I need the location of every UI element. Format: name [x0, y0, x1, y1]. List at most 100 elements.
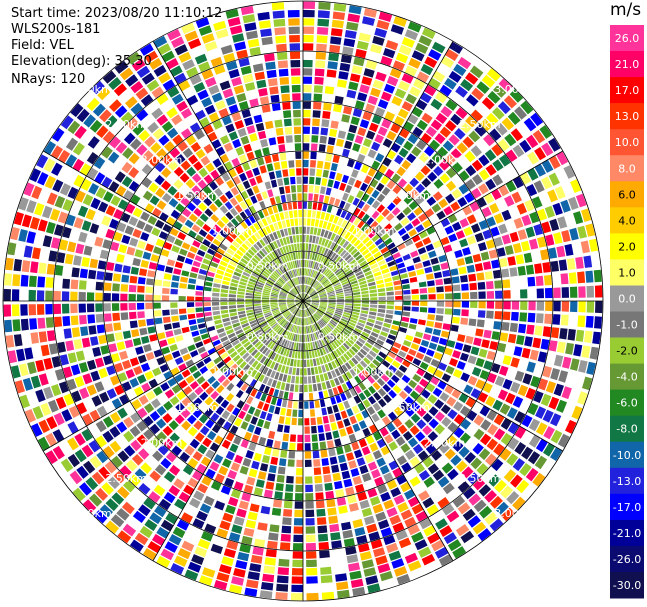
velocity-gate: [117, 450, 130, 463]
velocity-gate: [408, 228, 418, 237]
velocity-gate: [340, 278, 348, 284]
velocity-gate: [373, 392, 382, 401]
velocity-gate: [304, 268, 306, 276]
velocity-gate: [402, 311, 411, 317]
velocity-gate: [485, 239, 495, 249]
velocity-gate: [51, 127, 65, 142]
velocity-gate: [280, 194, 287, 203]
velocity-gate: [133, 365, 143, 376]
velocity-gate: [245, 30, 258, 40]
velocity-gate: [281, 220, 287, 228]
velocity-gate: [375, 255, 384, 262]
velocity-gate: [235, 165, 244, 175]
velocity-gate: [333, 340, 340, 348]
velocity-gate: [321, 458, 329, 466]
velocity-gate: [255, 391, 263, 400]
velocity-gate: [229, 425, 239, 435]
velocity-gate: [174, 414, 185, 425]
velocity-gate: [461, 466, 474, 479]
velocity-gate: [570, 358, 580, 371]
velocity-gate: [380, 175, 390, 185]
velocity-gate: [340, 249, 347, 257]
velocity-gate: [221, 410, 231, 420]
velocity-gate: [348, 245, 355, 253]
velocity-gate: [185, 359, 195, 368]
velocity-gate: [247, 237, 255, 245]
velocity-gate: [521, 347, 531, 359]
velocity-gate: [426, 159, 437, 170]
velocity-gate: [265, 120, 274, 130]
velocity-gate: [262, 366, 269, 375]
velocity-gate: [314, 282, 320, 289]
velocity-gate: [205, 233, 215, 242]
velocity-gate: [189, 324, 198, 331]
velocity-gate: [441, 373, 451, 383]
velocity-gate: [416, 268, 425, 276]
velocity-gate: [362, 203, 371, 213]
velocity-gate: [70, 279, 79, 290]
velocity-gate: [11, 289, 20, 301]
velocity-gate: [275, 35, 287, 44]
velocity-gate: [336, 581, 349, 591]
velocity-gate: [94, 381, 105, 393]
velocity-gate: [231, 524, 243, 534]
velocity-gate: [160, 548, 175, 561]
velocity-gate: [326, 310, 334, 314]
velocity-gate: [174, 373, 184, 383]
velocity-gate: [284, 211, 289, 219]
velocity-gate: [215, 100, 226, 111]
velocity-gate: [398, 350, 407, 358]
velocity-gate: [280, 450, 288, 458]
velocity-gate: [352, 227, 360, 236]
velocity-gate: [305, 526, 316, 534]
velocity-gate: [314, 313, 320, 320]
velocity-gate: [476, 81, 490, 94]
velocity-gate: [338, 260, 346, 267]
velocity-gate: [362, 138, 372, 148]
velocity-gate: [327, 353, 333, 361]
velocity-gate: [330, 120, 339, 129]
velocity-gate: [271, 2, 285, 11]
velocity-gate: [16, 348, 26, 362]
velocity-gate: [435, 112, 448, 124]
velocity-gate: [99, 249, 109, 260]
velocity-gate: [322, 221, 328, 229]
velocity-gate: [422, 237, 432, 246]
velocity-gate: [275, 127, 284, 136]
velocity-gate: [355, 340, 364, 348]
velocity-gate: [332, 387, 339, 396]
velocity-gate: [430, 98, 443, 111]
velocity-gate: [213, 64, 226, 75]
velocity-gate: [336, 138, 345, 147]
velocity-gate: [398, 267, 407, 274]
velocity-gate: [503, 95, 517, 109]
velocity-gate: [201, 33, 215, 44]
velocity-gate: [130, 412, 141, 424]
velocity-gate: [55, 396, 67, 410]
velocity-gate: [242, 457, 252, 467]
velocity-gate: [288, 367, 293, 375]
velocity-gate: [273, 286, 281, 291]
velocity-gate: [367, 406, 376, 416]
velocity-gate: [293, 308, 298, 314]
velocity-gate: [171, 93, 184, 105]
velocity-gate: [169, 432, 180, 443]
velocity-gate: [279, 328, 285, 336]
velocity-gate: [154, 161, 166, 173]
velocity-gate: [230, 315, 238, 321]
velocity-gate: [221, 556, 234, 567]
colorbar-swatch: [610, 441, 644, 469]
velocity-gate: [253, 243, 260, 251]
velocity-gate: [168, 534, 182, 546]
velocity-gate: [262, 297, 270, 300]
velocity-gate: [389, 514, 402, 525]
velocity-gate: [489, 202, 500, 214]
velocity-gate: [361, 507, 373, 517]
velocity-gate: [403, 385, 413, 395]
velocity-gate: [328, 251, 334, 259]
velocity-gate: [256, 241, 263, 249]
velocity-gate: [153, 349, 163, 358]
velocity-gate: [197, 179, 207, 190]
velocity-gate: [496, 247, 506, 257]
velocity-gate: [295, 342, 299, 351]
